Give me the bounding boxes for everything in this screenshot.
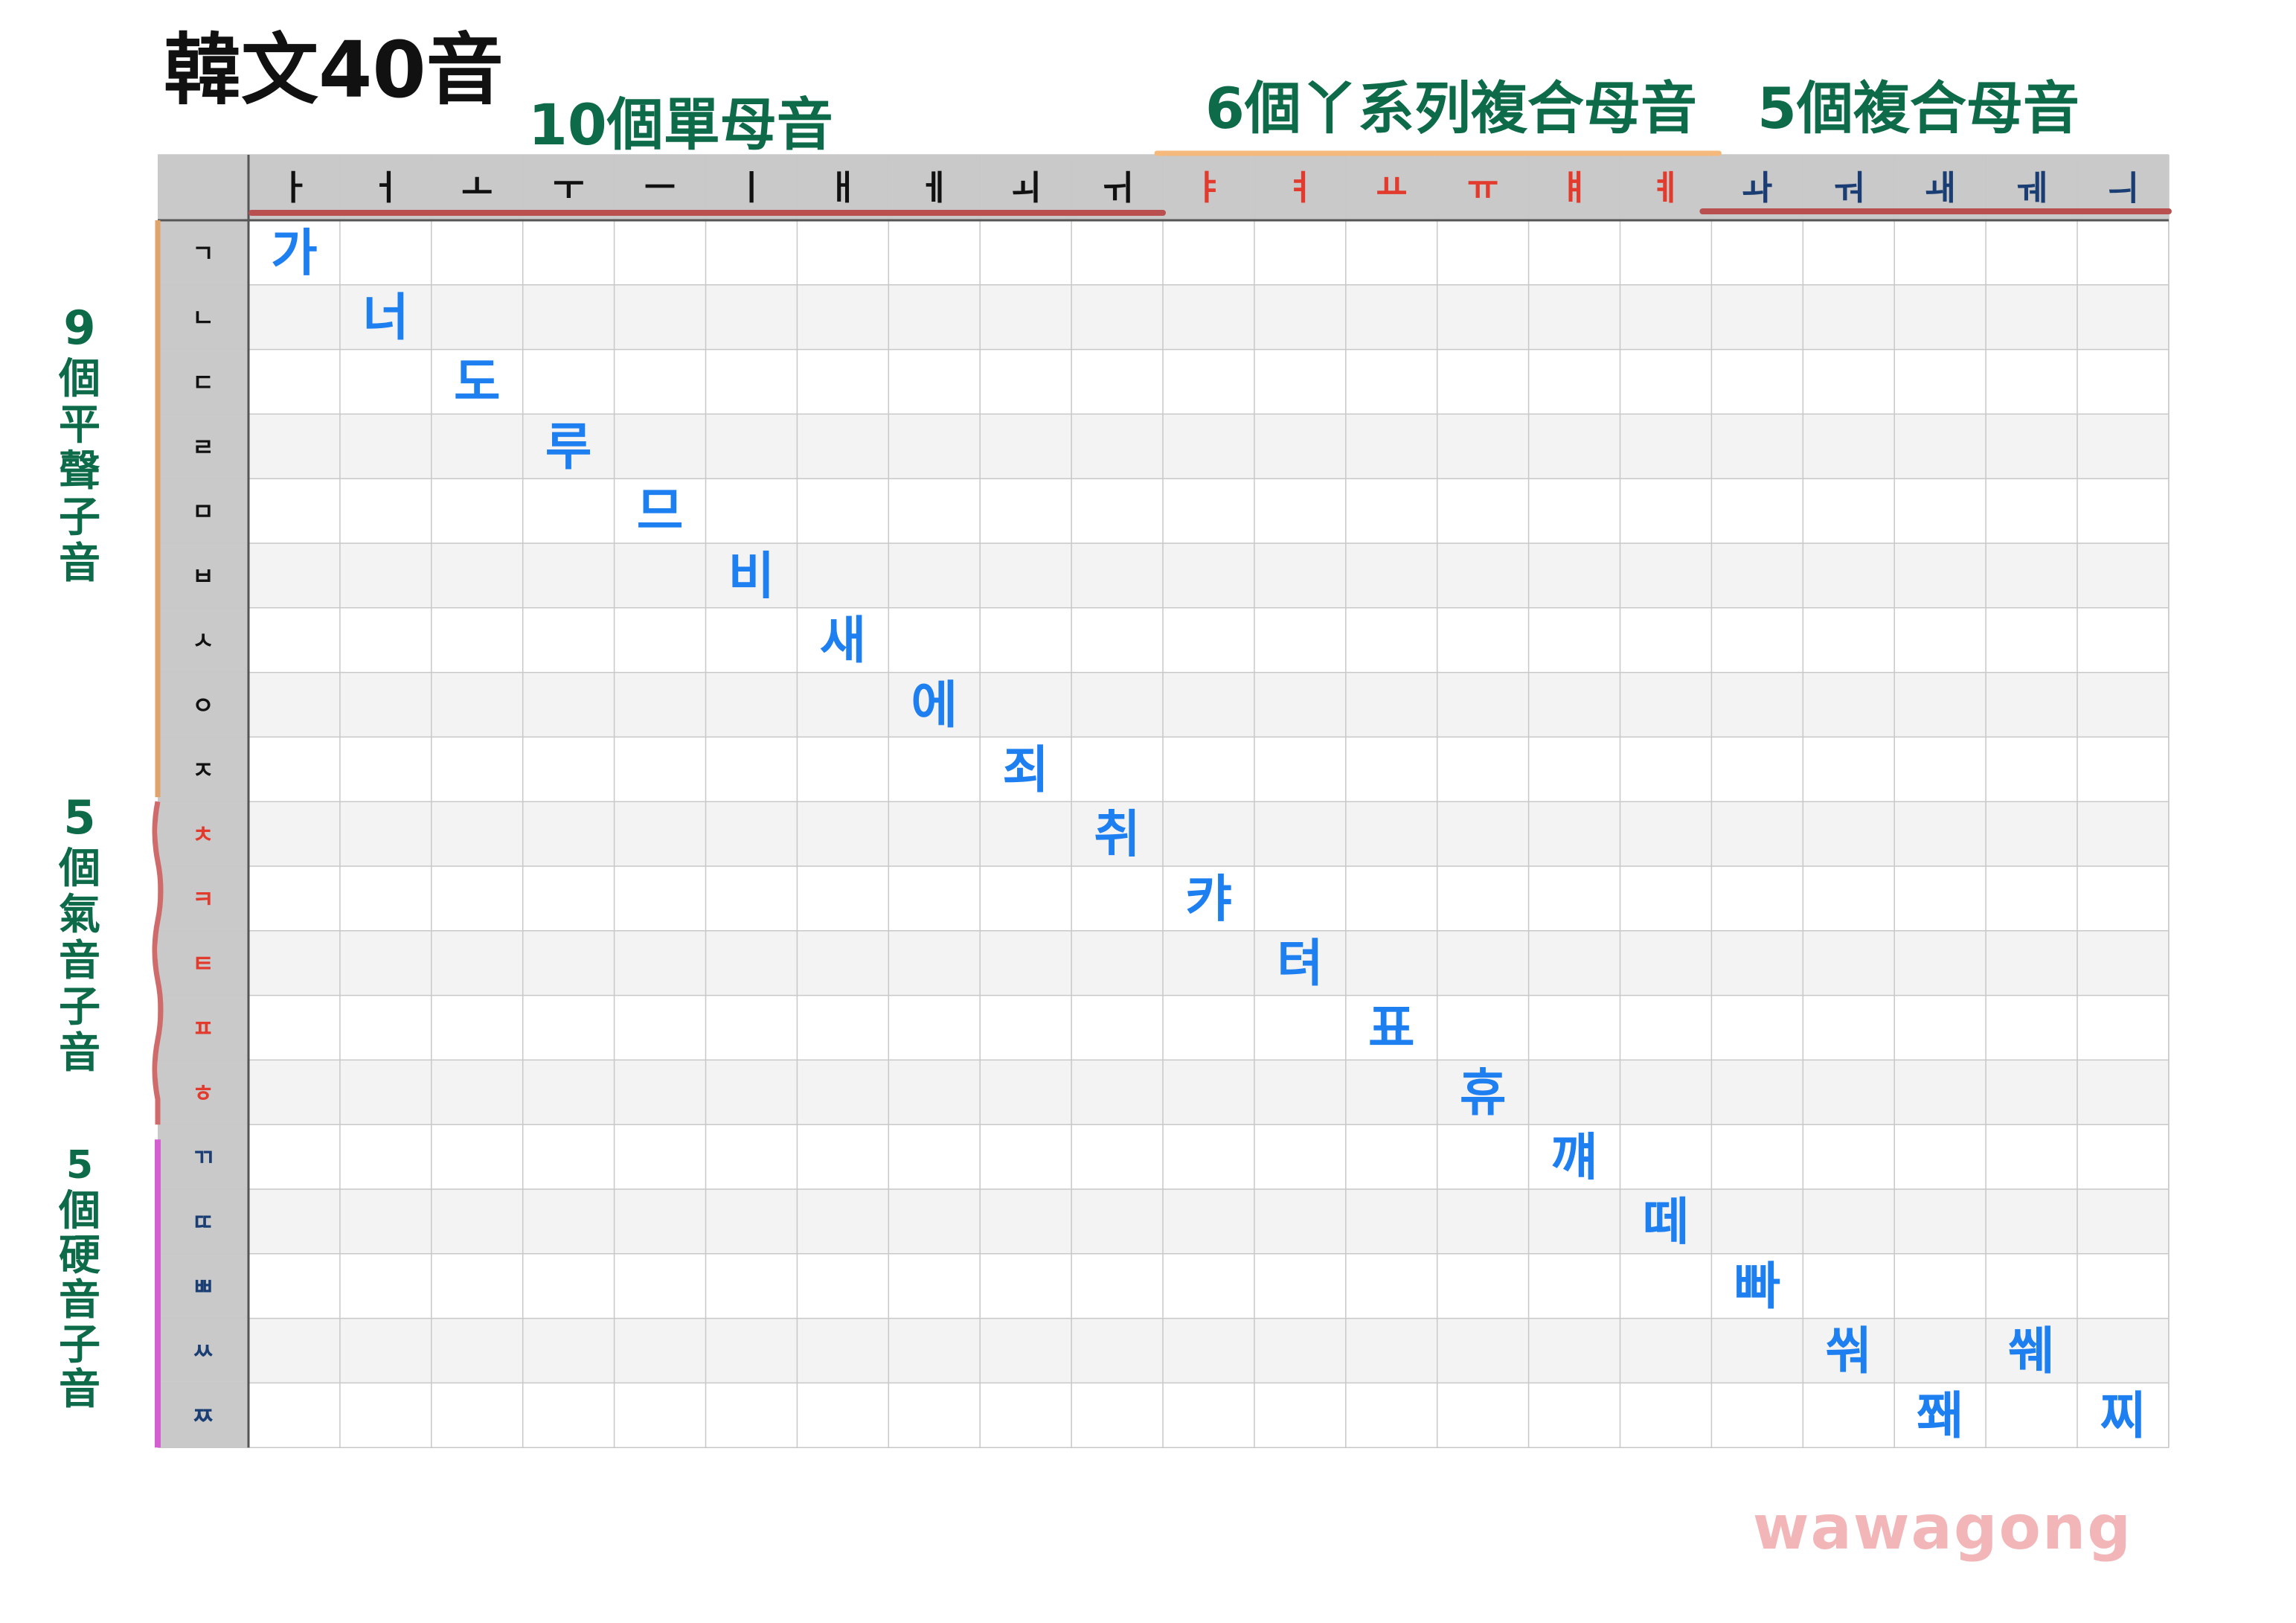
group-title-compound-vowels: 5個複合母音 [1757, 75, 2079, 141]
consonant-header: ㄸ [192, 1208, 214, 1236]
consonant-header: ㅍ [192, 1014, 214, 1043]
bar-aspirated [152, 801, 164, 1125]
example-syllable: 너 [362, 289, 409, 348]
vowel-header: ㅗ [461, 167, 493, 208]
example-syllable: 쒜 [2008, 1322, 2055, 1381]
vowel-header: ㅢ [2107, 167, 2138, 208]
consonant-header: ㅆ [192, 1337, 214, 1366]
side-char: 個 [59, 355, 100, 403]
example-syllable: 취 [1094, 806, 1141, 865]
vowel-header: ㅒ [1559, 167, 1590, 208]
vowel-header: ㅞ [2016, 167, 2047, 208]
consonant-header: ㅉ [192, 1402, 214, 1430]
vowel-header: ㅖ [1650, 167, 1681, 208]
example-syllable: 루 [545, 418, 592, 477]
vowel-header: ㅣ [736, 167, 767, 208]
consonant-header: ㄷ [192, 368, 214, 397]
consonant-header: ㅊ [192, 821, 214, 849]
row-stripe [248, 930, 2169, 996]
vowel-header: ㅚ [1010, 167, 1041, 208]
vowel-header: ㅟ [1101, 167, 1132, 208]
example-syllable: 쫴 [1917, 1387, 1963, 1446]
row-stripe [248, 284, 2169, 350]
side-label-aspirated-consonants: 5 個 氣 音 子 音 [46, 795, 113, 1075]
consonant-header: ㄴ [192, 304, 214, 332]
vowel-header: ㅝ [1833, 167, 1864, 208]
side-char: 子 [59, 1321, 100, 1369]
side-char: 音 [59, 937, 100, 985]
side-char: 音 [59, 1029, 100, 1078]
example-syllable: 에 [911, 676, 958, 735]
side-char: 個 [59, 1187, 100, 1235]
side-char: 音 [59, 1276, 100, 1325]
side-char: 9 [63, 301, 96, 355]
side-char: 子 [59, 983, 100, 1031]
watermark: wawagong [1752, 1493, 2132, 1563]
example-syllable: 쒀 [1825, 1322, 1872, 1381]
side-char: 5 [63, 790, 96, 845]
consonant-header: ㅃ [192, 1273, 214, 1301]
example-syllable: 떼 [1643, 1193, 1690, 1252]
example-syllable: 새 [820, 612, 867, 670]
vowel-header: ㅜ [553, 167, 584, 208]
example-syllable: 빠 [1734, 1258, 1781, 1316]
consonant-header: ㅁ [192, 498, 214, 526]
row-stripe [248, 672, 2169, 737]
vowel-header: ㅡ [644, 167, 676, 208]
row-stripe [248, 1060, 2169, 1125]
consonant-header: ㅌ [192, 950, 214, 978]
example-syllable: 꺠 [1551, 1129, 1598, 1188]
vowel-header: ㅐ [827, 167, 859, 208]
vowel-header: ㅕ [1284, 167, 1315, 208]
consonant-header: ㅇ [192, 691, 214, 720]
row-stripe [248, 414, 2169, 479]
consonant-header: ㅎ [192, 1079, 214, 1107]
example-syllable: 도 [454, 353, 501, 412]
vowel-header: ㅔ [919, 167, 950, 208]
side-char: 平 [59, 401, 100, 449]
side-char: 子 [59, 493, 100, 542]
example-syllable: 죄 [1002, 741, 1049, 800]
side-char: 聲 [59, 447, 100, 496]
consonant-header: ㄱ [192, 239, 214, 267]
example-syllable: 휴 [1460, 1064, 1507, 1123]
consonant-header: ㅅ [192, 627, 214, 655]
vowel-header: ㅓ [370, 167, 401, 208]
header-col-bg [158, 220, 248, 1448]
vowel-header: ㅛ [1376, 167, 1407, 208]
consonant-header: ㅂ [192, 562, 214, 590]
consonant-header: ㅋ [192, 885, 214, 913]
consonant-header: ㅈ [192, 756, 214, 784]
consonant-header: ㄹ [192, 433, 214, 461]
vowel-header: ㅠ [1467, 167, 1498, 208]
side-label-plain-consonants: 9 個 平 聲 子 音 [46, 305, 113, 585]
vowel-header: ㅘ [1742, 167, 1773, 208]
row-stripe [248, 801, 2169, 866]
example-syllable: 비 [728, 547, 775, 606]
vowel-header: ㅑ [1193, 167, 1224, 208]
side-char: 音 [59, 1366, 100, 1414]
consonant-header: ㄲ [192, 1144, 214, 1172]
row-stripe [248, 1318, 2169, 1383]
main-title: 韓文40音 [164, 25, 504, 115]
side-char: 5 [65, 1143, 94, 1188]
row-stripe [248, 1189, 2169, 1254]
example-syllable: 캬 [1185, 870, 1232, 929]
row-stripe [248, 543, 2169, 608]
vowel-header: ㅙ [1924, 167, 1955, 208]
example-syllable: 가 [271, 224, 318, 283]
example-syllable: 텨 [1277, 935, 1324, 993]
group-title-simple-vowels: 10個單母音 [528, 92, 833, 158]
side-label-tense-consonants: 5 個 硬 音 子 音 [46, 1146, 113, 1411]
side-char: 個 [59, 845, 100, 893]
side-char: 氣 [59, 891, 100, 939]
side-char: 硬 [59, 1232, 100, 1280]
side-char: 音 [59, 540, 100, 588]
example-syllable: 므 [637, 483, 684, 542]
vowel-header: ㅏ [278, 167, 310, 208]
example-syllable: 찌 [2100, 1387, 2146, 1446]
example-syllable: 표 [1368, 999, 1415, 1058]
group-title-ya-series-vowels: 6個丫系列複合母音 [1205, 75, 1697, 141]
